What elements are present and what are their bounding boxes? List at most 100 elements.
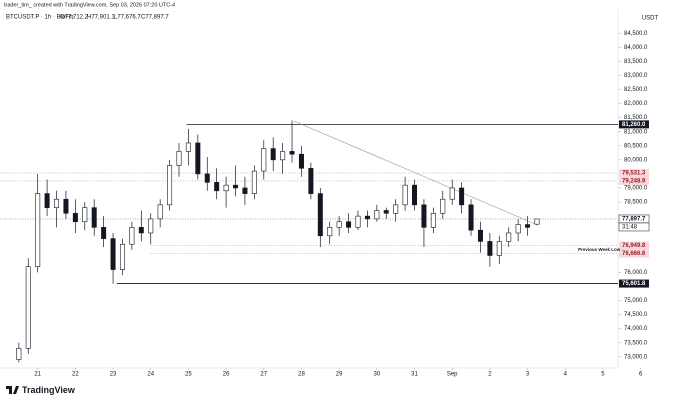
candle-body [383, 210, 389, 214]
candle-body [534, 218, 540, 225]
y-tick-label: 83,500.0 [624, 59, 648, 65]
price-level-label: 76,949.8 [622, 243, 646, 249]
candle-body [289, 151, 295, 155]
candle-body [72, 212, 78, 223]
annotation: Previous Week Low [578, 247, 621, 252]
candle-body [280, 151, 286, 161]
candle-body [129, 227, 135, 245]
x-tick-label: 22 [72, 372, 79, 378]
countdown-box [618, 222, 650, 232]
candle-body [167, 165, 173, 206]
x-tick-label: 3 [526, 372, 530, 378]
x-tick-label: 6 [639, 372, 643, 378]
candle-body [195, 142, 201, 175]
x-tick-label: 31 [411, 372, 418, 378]
candle-body [138, 227, 144, 234]
y-tick-label: 80,000.0 [624, 157, 648, 163]
candle-body [515, 224, 521, 234]
x-tick-label: 23 [110, 372, 117, 378]
price-level-label: 79,248.9 [622, 179, 646, 185]
x-tick-label: 29 [336, 372, 343, 378]
y-tick-label: 83,000.0 [624, 73, 648, 79]
y-tick-label: 74,500.0 [624, 312, 648, 318]
price-level-box [619, 279, 649, 288]
candle-body [233, 184, 239, 189]
candle-body [91, 207, 97, 228]
candle-body [506, 232, 512, 242]
price-level-label: 77,897.7 [622, 217, 646, 223]
y-tick-label: 75,000.0 [624, 298, 648, 304]
y-tick-label: 78,500.0 [624, 200, 648, 206]
candle-body [449, 187, 455, 200]
brand-logo: TradingView [6, 385, 76, 395]
candle-body [430, 212, 436, 228]
trendline [293, 120, 536, 225]
candle-body [270, 148, 276, 161]
y-tick-label: 82,000.0 [624, 101, 648, 107]
candle-body [82, 207, 88, 223]
candle-body [440, 198, 446, 214]
price-level-box [619, 249, 649, 258]
candle-body [176, 151, 182, 166]
candle-body [374, 210, 380, 220]
candle-body [487, 241, 493, 256]
candle-body [402, 184, 408, 206]
candle-body [336, 221, 342, 228]
candle-body [223, 184, 229, 192]
candle-body [242, 187, 248, 194]
candle-body [44, 193, 50, 208]
x-tick-label: 2 [488, 372, 492, 378]
y-tick-label: 73,500.0 [624, 340, 648, 346]
candle-body [148, 218, 154, 234]
brand: TradingView [22, 385, 76, 395]
y-tick-label: 80,500.0 [624, 143, 648, 149]
ohlc-label: H77,901.1 [87, 15, 115, 21]
y-tick-label: 74,000.0 [624, 326, 648, 332]
candle-body [459, 187, 465, 206]
candle-body [25, 266, 31, 349]
candle-body [525, 224, 531, 228]
candle-body [119, 243, 125, 270]
candle-body [110, 238, 116, 270]
x-tick-label: 28 [298, 372, 305, 378]
candle-body [251, 170, 257, 194]
x-tick-label: 21 [34, 372, 41, 378]
candle-body [468, 204, 474, 231]
price-level-label: 79,531.3 [622, 171, 646, 177]
price-level-label: 76,666.6 [622, 251, 646, 257]
candle-body [298, 153, 304, 169]
ohlc-label: O77,712.2 [60, 15, 89, 21]
ohlc-label: C77,897.7 [141, 15, 169, 21]
countdown: 31:48 [622, 225, 638, 231]
price-level-label: 81,260.0 [622, 122, 646, 128]
candle-body [346, 221, 352, 228]
x-tick-label: 4 [564, 372, 568, 378]
candle-body [421, 204, 427, 228]
x-tick-label: 25 [185, 372, 192, 378]
candle-body [204, 173, 210, 183]
credit: trader_tim_ created with TradingView.com… [4, 2, 175, 8]
candle-body [16, 348, 22, 360]
candle-body [35, 193, 41, 268]
y-tick-label: 84,500.0 [624, 31, 648, 37]
candles [16, 120, 540, 363]
x-tick-label: Sep [447, 372, 458, 378]
candle-body [317, 193, 323, 237]
y-tick-label: 79,000.0 [624, 186, 648, 192]
price-level-label: 75,601.8 [622, 281, 646, 287]
candle-body [412, 184, 418, 206]
y-tick-label: 84,000.0 [624, 45, 648, 51]
candle-body [261, 148, 267, 172]
symbol-title: BTCUSDT.P · 1h · BloFin [6, 15, 74, 21]
x-tick-label: 27 [260, 372, 267, 378]
candle-body [214, 182, 220, 192]
candle-body [393, 204, 399, 214]
candle-body [308, 167, 314, 194]
candle-body [63, 198, 69, 214]
candle-body [477, 229, 483, 242]
price-level-box [619, 120, 649, 129]
y-tick-label: 73,000.0 [624, 354, 648, 360]
candle-body [101, 227, 107, 239]
